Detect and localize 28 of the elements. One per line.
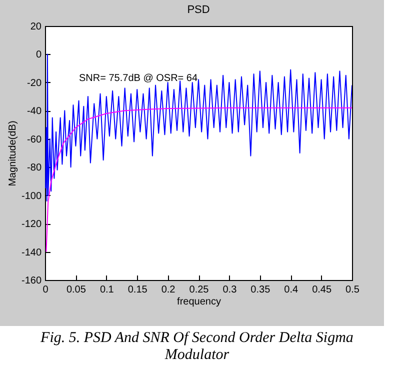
line-series xyxy=(45,54,352,202)
y-tick-label: -60 xyxy=(27,134,42,146)
y-tick-label: 0 xyxy=(36,50,42,61)
y-tick-label: -100 xyxy=(21,190,42,202)
x-tick-label: 0.3 xyxy=(222,284,238,296)
x-tick-label: 0 xyxy=(42,284,49,296)
x-tick-label: 0.45 xyxy=(312,284,332,296)
y-tick-label: -80 xyxy=(27,162,42,174)
caption: Fig. 5. PSD And SNR Of Second Order Delta Sigma Modulator xyxy=(40,330,354,364)
chart-title: PSD xyxy=(187,4,210,16)
y-tick-label: -160 xyxy=(21,276,42,286)
x-tick-label: 0.1 xyxy=(100,284,114,296)
x-tick-label: 0.25 xyxy=(189,284,210,296)
y-tick-label: -20 xyxy=(27,78,42,89)
y-tick-label: 20 xyxy=(30,22,42,32)
x-tick-label: 0.5 xyxy=(346,284,360,296)
line-series xyxy=(46,107,352,252)
x-tick-label: 0.35 xyxy=(250,284,271,296)
annotation: SNR= 75.7dB @ OSR= 64 xyxy=(79,73,198,84)
y-tick-label: -40 xyxy=(27,106,42,118)
x-tick-label: 0.15 xyxy=(128,284,148,296)
x-tick-label: 0.05 xyxy=(66,284,86,296)
x-tick-label: 0.4 xyxy=(284,284,298,296)
y-axis-title: Magnitude(dB) xyxy=(7,120,18,186)
x-axis-title: frequency xyxy=(177,296,221,308)
y-tick-label: -120 xyxy=(21,219,42,230)
x-tick-label: 0.2 xyxy=(161,284,176,296)
y-tick-label: -140 xyxy=(21,247,42,258)
